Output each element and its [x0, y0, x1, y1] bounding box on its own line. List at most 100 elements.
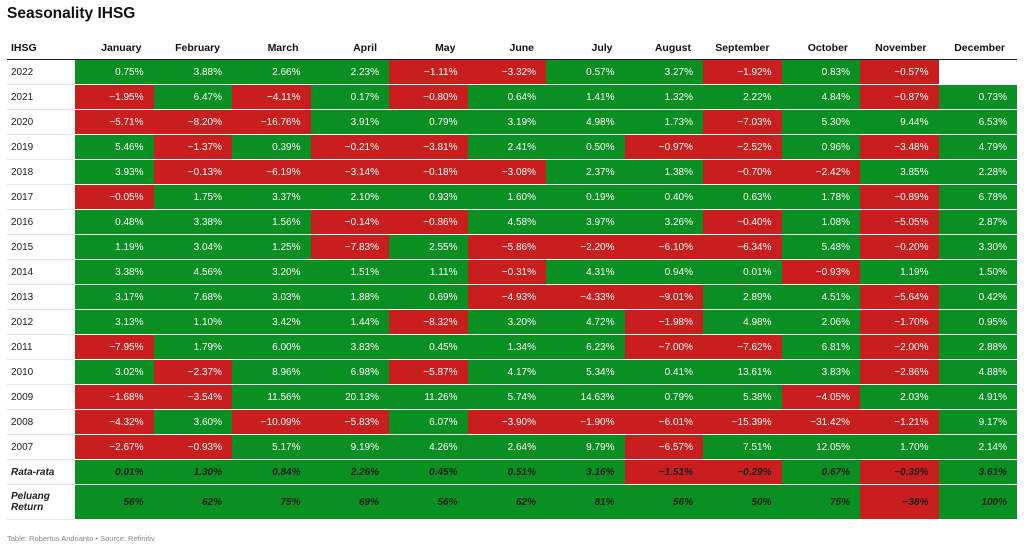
- value-cell: −8.20%: [153, 109, 232, 135]
- value-cell: −2.20%: [546, 234, 625, 260]
- value-cell: 1.30%: [153, 459, 232, 485]
- value-cell: 3.30%: [938, 234, 1017, 260]
- value-cell: 0.42%: [938, 284, 1017, 310]
- column-header: January: [75, 36, 154, 60]
- table-row: 2017 −0.05% 1.75% 3.37% 2.10% 0.93% 1.60% 0.19%…: [7, 184, 1017, 210]
- value-cell: 62%: [153, 484, 232, 520]
- value-cell: 3.03%: [232, 284, 311, 310]
- value-cell: 0.93%: [389, 184, 468, 210]
- value-cell: 3.20%: [467, 309, 546, 335]
- value-cell: 1.19%: [75, 234, 154, 260]
- table-row: 2010 3.02% −2.37% 8.96% 6.98% −5.87% 4.17% 5.34…: [7, 359, 1017, 385]
- table-row: 2007 −2.67% −0.93% 5.17% 9.19% 4.26% 2.64% 9.79…: [7, 434, 1017, 460]
- value-cell: −0.97%: [624, 134, 703, 160]
- value-cell: −0.93%: [781, 259, 860, 285]
- value-cell: −0.70%: [703, 159, 782, 185]
- value-cell: −0.40%: [703, 209, 782, 235]
- value-cell: 1.73%: [624, 109, 703, 135]
- table-row: 2012 3.13% 1.10% 3.42% 1.44% −8.32% 3.20% 4.72%…: [7, 309, 1017, 335]
- value-cell: 3.13%: [75, 309, 154, 335]
- value-cell: 4.72%: [546, 309, 625, 335]
- value-cell: 2.66%: [232, 59, 311, 85]
- value-cell: 6.23%: [546, 334, 625, 360]
- value-cell: 4.84%: [781, 84, 860, 110]
- value-cell: −9.01%: [624, 284, 703, 310]
- value-cell: 100%: [938, 484, 1017, 520]
- page-title: Seasonality IHSG: [7, 5, 136, 22]
- value-cell: 0.40%: [624, 184, 703, 210]
- value-cell: 1.70%: [860, 434, 939, 460]
- value-cell: −7.83%: [310, 234, 389, 260]
- row-label: 2011: [7, 334, 75, 360]
- value-cell: 3.61%: [938, 459, 1017, 485]
- value-cell: 0.45%: [389, 459, 468, 485]
- table-row: 2008 −4.32% 3.60% −10.09% −5.83% 6.07% −3.90% −…: [7, 409, 1017, 435]
- value-cell: −0.29%: [703, 459, 782, 485]
- value-cell: [938, 59, 1017, 85]
- value-cell: 6.98%: [310, 359, 389, 385]
- value-cell: 5.48%: [781, 234, 860, 260]
- seasonality-table: IHSG January February March April May June July…: [7, 36, 1017, 520]
- value-cell: 4.58%: [467, 209, 546, 235]
- value-cell: 3.26%: [624, 209, 703, 235]
- value-cell: 2.87%: [938, 209, 1017, 235]
- table-row: 2020 −5.71% −8.20% −16.76% 3.91% 0.79% 3.19% 4.…: [7, 109, 1017, 135]
- column-header: December: [938, 36, 1017, 60]
- value-cell: −5.71%: [75, 109, 154, 135]
- value-cell: 69%: [310, 484, 389, 520]
- column-header: February: [153, 36, 232, 60]
- value-cell: −15.39%: [703, 409, 782, 435]
- value-cell: −3.14%: [310, 159, 389, 185]
- value-cell: −3.81%: [389, 134, 468, 160]
- value-cell: 1.41%: [546, 84, 625, 110]
- value-cell: 4.56%: [153, 259, 232, 285]
- value-cell: 2.06%: [781, 309, 860, 335]
- value-cell: 0.75%: [75, 59, 154, 85]
- value-cell: 7.68%: [153, 284, 232, 310]
- value-cell: 0.83%: [781, 59, 860, 85]
- value-cell: −7.95%: [75, 334, 154, 360]
- value-cell: −4.93%: [467, 284, 546, 310]
- value-cell: −3.08%: [467, 159, 546, 185]
- value-cell: −16.76%: [232, 109, 311, 135]
- row-label: 2022: [7, 59, 75, 85]
- row-label: 2016: [7, 209, 75, 235]
- value-cell: 1.88%: [310, 284, 389, 310]
- table-body: 2022 0.75% 3.88% 2.66% 2.23% −1.11% −3.32% 0.57…: [7, 59, 1017, 520]
- value-cell: 1.44%: [310, 309, 389, 335]
- value-cell: 3.60%: [153, 409, 232, 435]
- value-cell: −0.14%: [310, 209, 389, 235]
- value-cell: −8.32%: [389, 309, 468, 335]
- value-cell: −2.52%: [703, 134, 782, 160]
- value-cell: 2.26%: [310, 459, 389, 485]
- value-cell: 1.38%: [624, 159, 703, 185]
- value-cell: 2.14%: [938, 434, 1017, 460]
- table-row: 2018 3.93% −0.13% −6.19% −3.14% −0.18% −3.08% 2…: [7, 159, 1017, 185]
- value-cell: −3.32%: [467, 59, 546, 85]
- value-cell: 1.56%: [232, 209, 311, 235]
- value-cell: −4.33%: [546, 284, 625, 310]
- value-cell: 0.73%: [938, 84, 1017, 110]
- value-cell: −10.09%: [232, 409, 311, 435]
- value-cell: 3.88%: [153, 59, 232, 85]
- value-cell: −6.57%: [624, 434, 703, 460]
- value-cell: −0.31%: [467, 259, 546, 285]
- column-header: August: [624, 36, 703, 60]
- value-cell: 2.55%: [389, 234, 468, 260]
- value-cell: 3.42%: [232, 309, 311, 335]
- value-cell: 0.45%: [389, 334, 468, 360]
- row-label: 2009: [7, 384, 75, 410]
- column-header: July: [546, 36, 625, 60]
- table-row: 2011 −7.95% 1.79% 6.00% 3.83% 0.45% 1.34% 6.23%…: [7, 334, 1017, 360]
- table-row: 2016 0.48% 3.38% 1.56% −0.14% −0.86% 4.58% 3.97…: [7, 209, 1017, 235]
- value-cell: 1.79%: [153, 334, 232, 360]
- value-cell: 1.78%: [781, 184, 860, 210]
- value-cell: −1.11%: [389, 59, 468, 85]
- row-label: Peluang Return: [7, 484, 75, 520]
- value-cell: 1.51%: [310, 259, 389, 285]
- value-cell: 1.08%: [781, 209, 860, 235]
- value-cell: 3.19%: [467, 109, 546, 135]
- column-header: IHSG: [7, 36, 75, 60]
- value-cell: 2.89%: [703, 284, 782, 310]
- value-cell: −2.86%: [860, 359, 939, 385]
